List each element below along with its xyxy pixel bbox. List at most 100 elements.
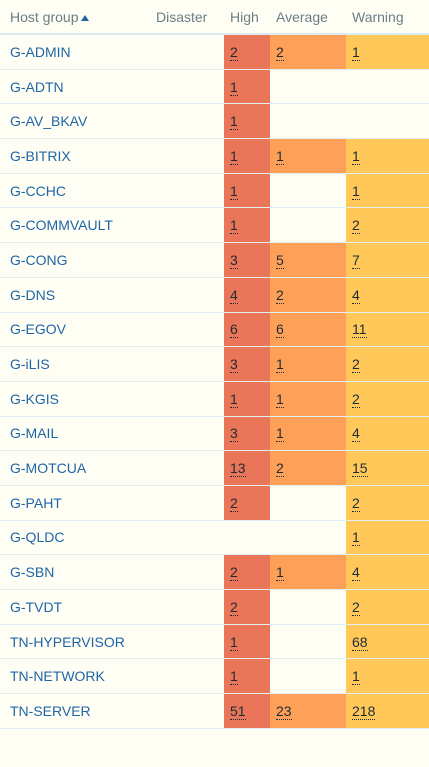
warning-cell: 1 — [346, 138, 429, 174]
high-count-link[interactable]: 1 — [230, 633, 238, 651]
average-cell: 23 — [270, 693, 346, 729]
host-group-link[interactable]: G-QLDC — [0, 520, 148, 556]
warning-count-link[interactable]: 4 — [352, 564, 360, 582]
warning-count-link[interactable]: 1 — [352, 668, 360, 686]
high-count-link[interactable]: 2 — [230, 598, 238, 616]
high-count-link[interactable]: 1 — [230, 113, 238, 131]
host-group-link[interactable]: G-SBN — [0, 554, 148, 590]
average-count-link[interactable]: 1 — [276, 147, 284, 165]
high-count-link[interactable]: 3 — [230, 251, 238, 269]
warning-count-link[interactable]: 2 — [352, 390, 360, 408]
host-group-link[interactable]: G-MOTCUA — [0, 450, 148, 486]
warning-empty-cell — [346, 103, 429, 140]
average-count-link[interactable]: 23 — [276, 702, 292, 720]
warning-count-link[interactable]: 2 — [352, 494, 360, 512]
average-count-link[interactable]: 2 — [276, 286, 284, 304]
high-empty-cell — [224, 520, 270, 556]
host-group-link[interactable]: TN-HYPERVISOR — [0, 624, 148, 660]
host-group-link[interactable]: TN-SERVER — [0, 693, 148, 729]
warning-count-link[interactable]: 218 — [352, 702, 376, 720]
high-cell: 1 — [224, 658, 270, 695]
warning-count-link[interactable]: 1 — [352, 147, 360, 165]
high-count-link[interactable]: 2 — [230, 564, 238, 582]
disaster-empty-cell — [148, 450, 224, 486]
disaster-empty-cell — [148, 69, 224, 105]
table-row: G-QLDC 1 — [0, 520, 429, 556]
warning-count-link[interactable]: 11 — [352, 321, 367, 339]
disaster-empty-cell — [148, 658, 224, 695]
high-count-link[interactable]: 13 — [230, 460, 246, 478]
disaster-empty-cell — [148, 624, 224, 660]
high-count-link[interactable]: 2 — [230, 494, 238, 512]
warning-count-link[interactable]: 1 — [352, 529, 360, 547]
table-header-row: Host group Disaster High Average Warning — [0, 0, 429, 35]
average-count-link[interactable]: 2 — [276, 460, 284, 478]
high-cell: 2 — [224, 589, 270, 625]
high-count-link[interactable]: 1 — [230, 217, 238, 235]
table-row: G-TVDT 2 2 — [0, 589, 429, 625]
average-count-link[interactable]: 2 — [276, 43, 284, 61]
high-count-link[interactable]: 6 — [230, 321, 238, 339]
host-group-link[interactable]: G-TVDT — [0, 589, 148, 625]
host-group-column-header[interactable]: Host group — [0, 0, 148, 35]
average-count-link[interactable]: 1 — [276, 390, 284, 408]
average-count-link[interactable]: 6 — [276, 321, 284, 339]
average-count-link[interactable]: 1 — [276, 356, 284, 374]
average-empty-cell — [270, 103, 346, 140]
warning-count-link[interactable]: 2 — [352, 217, 360, 235]
host-group-link[interactable]: G-KGIS — [0, 381, 148, 417]
host-group-link[interactable]: G-BITRIX — [0, 138, 148, 174]
host-group-link[interactable]: G-CCHC — [0, 173, 148, 209]
host-group-link[interactable]: G-COMMVAULT — [0, 207, 148, 244]
warning-count-link[interactable]: 1 — [352, 43, 360, 61]
host-group-link[interactable]: G-PAHT — [0, 485, 148, 521]
warning-count-link[interactable]: 2 — [352, 356, 360, 374]
warning-cell: 1 — [346, 173, 429, 209]
host-group-link[interactable]: G-MAIL — [0, 416, 148, 452]
high-count-link[interactable]: 1 — [230, 668, 238, 686]
average-cell: 2 — [270, 34, 346, 70]
host-group-link[interactable]: G-iLIS — [0, 346, 148, 382]
warning-cell: 4 — [346, 277, 429, 313]
host-group-link[interactable]: G-ADMIN — [0, 34, 148, 70]
table-body: G-ADMIN 2 2 1 G-ADTN 1 G-AV_BKAV 1 G-BITRIX 1 1 1 G-… — [0, 34, 429, 729]
host-group-header-label: Host group — [10, 8, 79, 25]
high-cell: 3 — [224, 242, 270, 278]
warning-column-header: Warning — [346, 0, 429, 35]
average-count-link[interactable]: 1 — [276, 564, 284, 582]
warning-cell: 15 — [346, 450, 429, 486]
warning-count-link[interactable]: 7 — [352, 251, 360, 269]
host-group-link[interactable]: G-CONG — [0, 242, 148, 278]
average-count-link[interactable]: 1 — [276, 425, 284, 443]
warning-count-link[interactable]: 15 — [352, 460, 368, 478]
warning-count-link[interactable]: 4 — [352, 425, 360, 443]
high-count-link[interactable]: 51 — [230, 702, 246, 720]
average-cell: 1 — [270, 346, 346, 382]
high-count-link[interactable]: 1 — [230, 78, 238, 96]
high-cell: 1 — [224, 173, 270, 209]
warning-count-link[interactable]: 4 — [352, 286, 360, 304]
table-row: TN-NETWORK 1 1 — [0, 658, 429, 695]
high-cell: 2 — [224, 34, 270, 70]
average-count-link[interactable]: 5 — [276, 251, 284, 269]
high-count-link[interactable]: 1 — [230, 182, 238, 200]
host-group-link[interactable]: G-EGOV — [0, 312, 148, 348]
high-count-link[interactable]: 3 — [230, 425, 238, 443]
high-count-link[interactable]: 1 — [230, 147, 238, 165]
warning-count-link[interactable]: 2 — [352, 598, 360, 616]
disaster-empty-cell — [148, 103, 224, 140]
high-count-link[interactable]: 4 — [230, 286, 238, 304]
warning-count-link[interactable]: 68 — [352, 633, 368, 651]
high-count-link[interactable]: 1 — [230, 390, 238, 408]
host-group-link[interactable]: G-ADTN — [0, 69, 148, 105]
high-cell: 1 — [224, 69, 270, 105]
high-count-link[interactable]: 2 — [230, 43, 238, 61]
host-group-link[interactable]: TN-NETWORK — [0, 658, 148, 695]
average-empty-cell — [270, 69, 346, 105]
host-group-link[interactable]: G-DNS — [0, 277, 148, 313]
warning-count-link[interactable]: 1 — [352, 182, 360, 200]
high-count-link[interactable]: 3 — [230, 356, 238, 374]
high-cell: 2 — [224, 554, 270, 590]
disaster-empty-cell — [148, 138, 224, 174]
host-group-link[interactable]: G-AV_BKAV — [0, 103, 148, 140]
